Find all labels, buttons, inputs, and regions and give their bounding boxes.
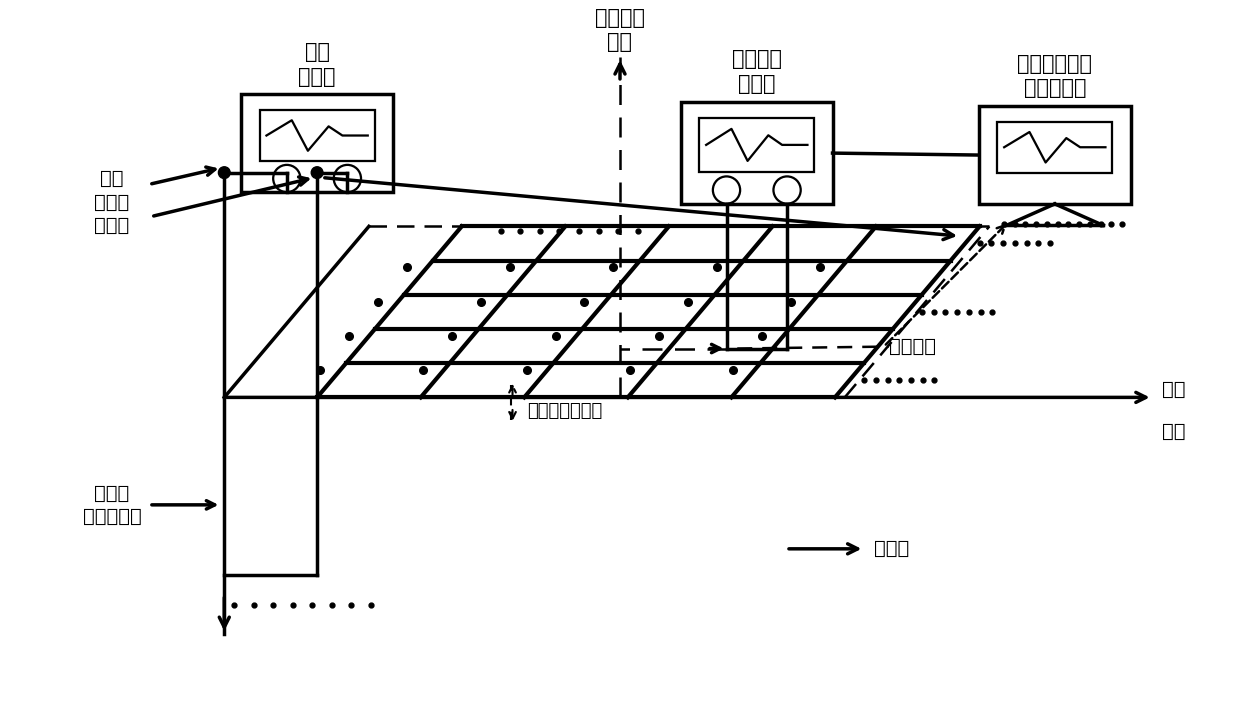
Bar (997, 122, 1112, 172)
Text: 接地网
接地引下线: 接地网 接地引下线 (83, 483, 141, 526)
Circle shape (218, 167, 231, 179)
Text: 土壤: 土壤 (1162, 422, 1185, 441)
Text: 声传感器
阵列: 声传感器 阵列 (595, 8, 645, 53)
Bar (699, 118, 815, 172)
Text: 脉冲
电流源: 脉冲 电流源 (299, 42, 336, 87)
Bar (980, 106, 1131, 204)
Text: 数据处理及故
障诊断单元: 数据处理及故 障诊断单元 (1017, 53, 1092, 98)
Circle shape (311, 167, 322, 179)
Text: 接地
引下线
注入端: 接地 引下线 注入端 (94, 169, 129, 235)
Text: 声信号接
收电路: 声信号接 收电路 (732, 49, 781, 94)
Bar (259, 110, 374, 161)
Bar (242, 95, 393, 192)
Text: 声传感器: 声传感器 (889, 337, 936, 356)
Bar (681, 102, 832, 204)
Text: 接地网: 接地网 (874, 539, 909, 558)
Text: 地面: 地面 (1162, 380, 1185, 399)
Text: 力源激发声信号: 力源激发声信号 (527, 402, 603, 420)
